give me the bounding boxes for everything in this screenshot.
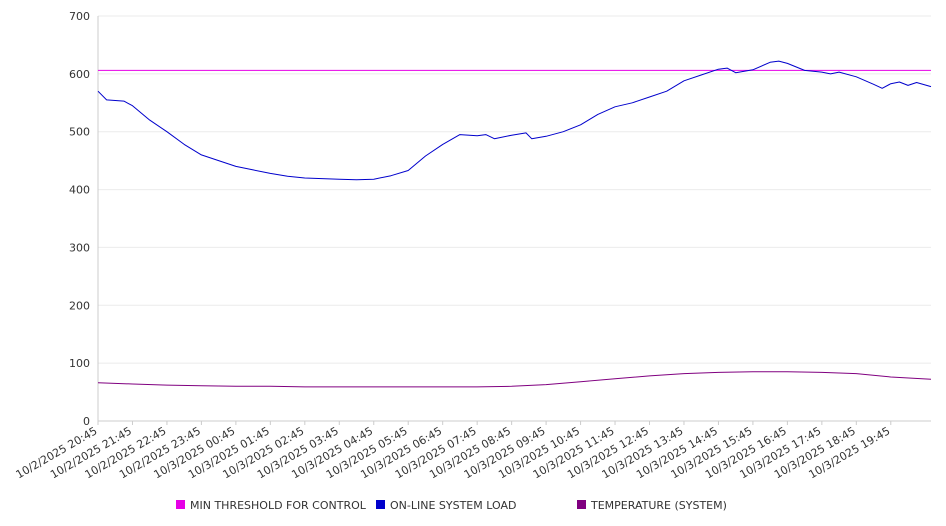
y-tick-label: 200 — [69, 299, 90, 312]
legend: MIN THRESHOLD FOR CONTROL ON-LINE SYSTEM … — [176, 499, 727, 512]
y-tick-label: 300 — [69, 241, 90, 254]
series-line-1 — [97, 60, 932, 181]
legend-swatch-2 — [577, 500, 586, 509]
axes — [97, 16, 931, 425]
y-tick-labels: 0 100 200 300 400 500 600 700 — [69, 10, 90, 428]
series-lines — [97, 60, 932, 388]
legend-label-1: ON-LINE SYSTEM LOAD — [390, 499, 516, 512]
y-tick-label: 0 — [83, 415, 90, 428]
y-tick-label: 100 — [69, 357, 90, 370]
legend-swatch-1 — [376, 500, 385, 509]
y-tick-label: 700 — [69, 10, 90, 23]
y-tick-label: 400 — [69, 184, 90, 197]
y-tick-label: 500 — [69, 126, 90, 139]
y-tick-label: 600 — [69, 68, 90, 81]
series-line-2 — [97, 371, 932, 388]
legend-label-2: TEMPERATURE (SYSTEM) — [590, 499, 727, 512]
grid-lines — [98, 15, 931, 364]
legend-swatch-0 — [176, 500, 185, 509]
legend-label-0: MIN THRESHOLD FOR CONTROL — [190, 499, 367, 512]
